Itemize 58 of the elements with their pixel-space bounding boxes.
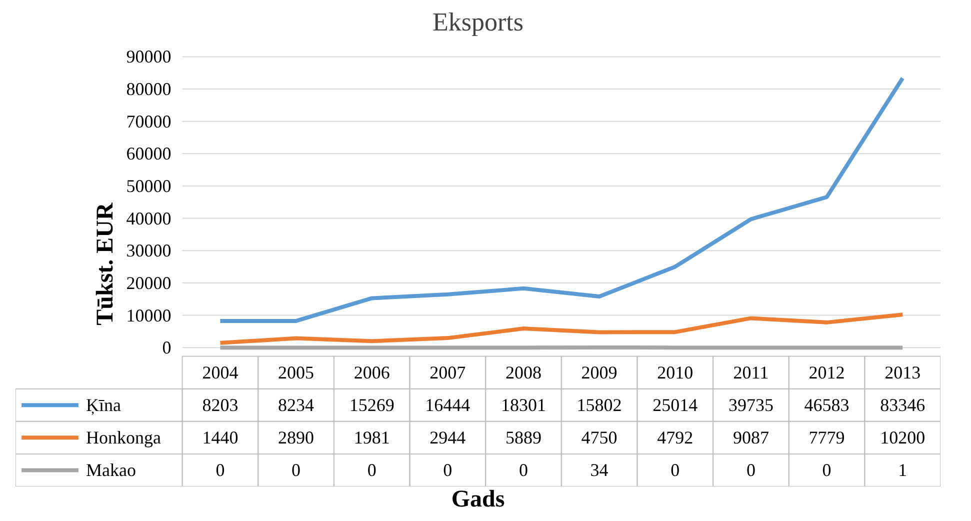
- x-tick-label: 2008: [505, 362, 542, 383]
- x-tick-label: 2005: [278, 362, 314, 383]
- data-label: 9087: [732, 428, 769, 448]
- chart-title: Eksports: [432, 8, 524, 36]
- data-label: 0: [670, 460, 680, 480]
- y-tick-label: 0: [162, 338, 172, 358]
- y-tick-label: 80000: [126, 79, 172, 100]
- x-tick-label: 2007: [430, 362, 466, 383]
- data-label: 18301: [500, 395, 546, 416]
- data-label: 4792: [657, 428, 694, 448]
- y-tick-label: 40000: [126, 208, 172, 228]
- x-tick-label: 2010: [657, 362, 694, 383]
- y-tick-label: 10000: [126, 305, 172, 326]
- data-label: 1981: [354, 428, 390, 448]
- data-label: 0: [518, 460, 528, 480]
- data-label: 0: [216, 460, 225, 480]
- x-tick-label: 2011: [733, 362, 769, 383]
- x-tick-label: 2006: [354, 362, 390, 383]
- x-tick-label: 2009: [581, 362, 618, 383]
- x-tick-label: 2004: [202, 362, 238, 383]
- y-tick-label: 20000: [126, 272, 172, 293]
- data-label: 34: [590, 460, 608, 480]
- line-series: [218, 76, 905, 324]
- data-label: 1440: [202, 428, 238, 448]
- data-label: 83346: [880, 395, 926, 416]
- data-label: 5889: [505, 428, 542, 448]
- data-label: 10200: [880, 428, 926, 448]
- data-label: 1: [898, 460, 908, 480]
- x-tick-label: 2012: [808, 362, 845, 383]
- legend-label: Honkonga: [86, 428, 162, 448]
- data-label: 2890: [278, 428, 314, 448]
- x-axis-title: Gads: [451, 486, 505, 512]
- data-label: 4750: [581, 428, 618, 448]
- data-label: 0: [292, 460, 301, 480]
- data-label: 25014: [652, 395, 698, 416]
- y-tick-label: 70000: [126, 111, 172, 132]
- data-label: 16444: [425, 395, 470, 416]
- y-tick-label: 30000: [126, 240, 172, 261]
- legend-label: Ķīna: [86, 395, 122, 416]
- y-axis-title: Tūkst. EUR: [92, 202, 118, 326]
- y-tick-label: 90000: [126, 46, 172, 67]
- data-label: 2944: [430, 428, 466, 448]
- data-label: 46583: [804, 395, 850, 416]
- data-label: 8234: [278, 395, 314, 416]
- x-tick-label: 2013: [884, 362, 921, 383]
- line-series: [218, 312, 905, 345]
- y-tick-label: 50000: [126, 176, 172, 196]
- data-label: 7779: [808, 428, 845, 448]
- data-label: 0: [746, 460, 756, 480]
- legend-label: Makao: [86, 460, 136, 480]
- data-label: 0: [367, 460, 376, 480]
- data-label: 0: [443, 460, 452, 480]
- data-label: 39735: [728, 395, 774, 416]
- data-label: 15802: [576, 395, 622, 416]
- data-label: 0: [822, 460, 832, 480]
- data-label: 15269: [349, 395, 394, 416]
- y-tick-label: 60000: [126, 144, 172, 164]
- data-label: 8203: [202, 395, 238, 416]
